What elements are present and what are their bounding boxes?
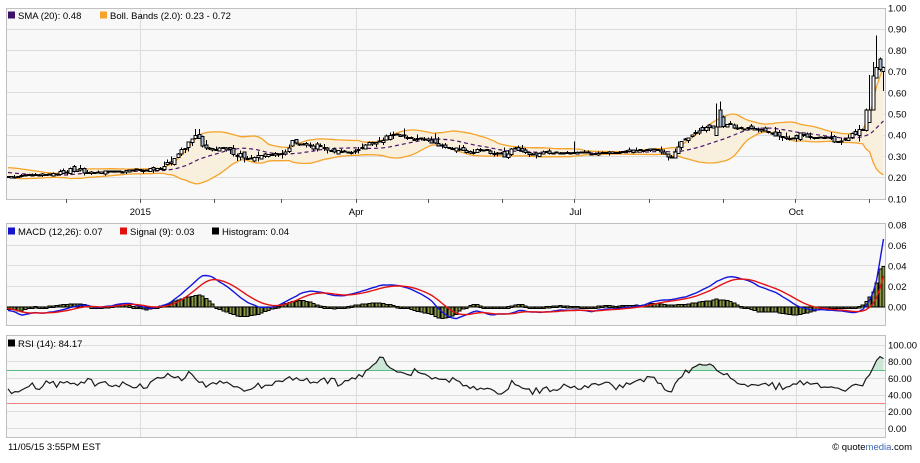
svg-text:0.30: 0.30 [888, 152, 907, 163]
svg-text:0.70: 0.70 [888, 67, 907, 78]
svg-text:60.00: 60.00 [888, 374, 912, 385]
svg-text:© quotemedia.com: © quotemedia.com [832, 442, 912, 453]
svg-text:SMA (20): 0.48: SMA (20): 0.48 [18, 11, 81, 22]
svg-text:0.08: 0.08 [888, 220, 907, 231]
svg-text:0.10: 0.10 [888, 194, 907, 205]
svg-text:0.00: 0.00 [888, 424, 907, 435]
svg-text:MACD (12,26): 0.07: MACD (12,26): 0.07 [18, 227, 102, 238]
svg-text:11/05/15 3:55PM EST: 11/05/15 3:55PM EST [8, 442, 101, 453]
svg-text:100.00: 100.00 [888, 340, 917, 351]
svg-text:0.06: 0.06 [888, 241, 907, 252]
svg-text:0.20: 0.20 [888, 173, 907, 184]
svg-text:Oct: Oct [789, 207, 804, 218]
svg-text:0.80: 0.80 [888, 46, 907, 57]
svg-text:0.50: 0.50 [888, 110, 907, 121]
svg-text:0.90: 0.90 [888, 25, 907, 36]
svg-text:40.00: 40.00 [888, 391, 912, 402]
svg-text:Boll. Bands (2.0): 0.23 - 0.72: Boll. Bands (2.0): 0.23 - 0.72 [110, 11, 231, 22]
svg-text:1.00: 1.00 [888, 3, 907, 14]
svg-text:0.02: 0.02 [888, 282, 907, 293]
svg-text:0.40: 0.40 [888, 131, 907, 142]
svg-text:0.04: 0.04 [888, 261, 907, 272]
svg-text:80.00: 80.00 [888, 357, 912, 368]
svg-text:0.00: 0.00 [888, 302, 907, 313]
svg-text:Histogram: 0.04: Histogram: 0.04 [222, 227, 289, 238]
svg-text:Apr: Apr [349, 207, 364, 218]
svg-text:20.00: 20.00 [888, 407, 912, 418]
svg-text:Signal (9): 0.03: Signal (9): 0.03 [130, 227, 194, 238]
svg-text:2015: 2015 [130, 207, 151, 218]
svg-text:RSI (14): 84.17: RSI (14): 84.17 [18, 339, 82, 350]
svg-text:Jul: Jul [569, 207, 581, 218]
svg-text:0.60: 0.60 [888, 88, 907, 99]
